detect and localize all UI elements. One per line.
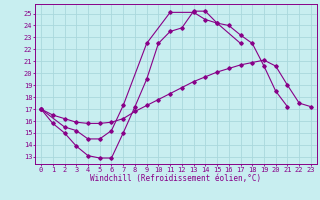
- X-axis label: Windchill (Refroidissement éolien,°C): Windchill (Refroidissement éolien,°C): [91, 174, 261, 183]
